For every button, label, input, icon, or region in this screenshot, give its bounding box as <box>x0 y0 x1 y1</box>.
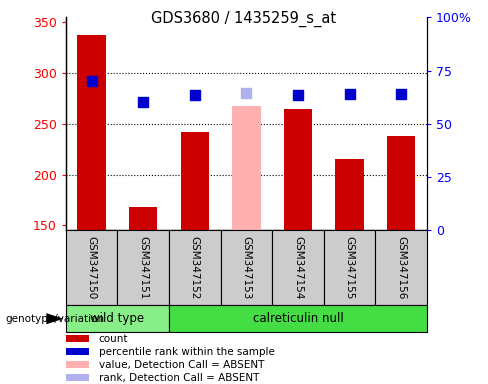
Bar <box>181 132 209 230</box>
Bar <box>169 230 221 305</box>
Bar <box>66 335 89 342</box>
Point <box>191 93 199 99</box>
Point <box>243 90 250 96</box>
Text: GSM347151: GSM347151 <box>138 237 148 300</box>
Bar <box>66 230 118 305</box>
Bar <box>129 207 158 230</box>
Text: GSM347152: GSM347152 <box>190 237 200 300</box>
Bar <box>284 109 312 230</box>
Bar <box>232 106 261 230</box>
Bar <box>66 305 169 332</box>
Bar <box>66 374 89 381</box>
Bar <box>78 35 106 230</box>
Bar <box>118 230 169 305</box>
Text: calreticulin null: calreticulin null <box>253 312 344 325</box>
Text: rank, Detection Call = ABSENT: rank, Detection Call = ABSENT <box>99 372 259 382</box>
Text: wild type: wild type <box>90 312 144 325</box>
Bar <box>221 230 272 305</box>
Text: GDS3680 / 1435259_s_at: GDS3680 / 1435259_s_at <box>151 11 337 27</box>
Bar <box>387 136 415 230</box>
Bar <box>66 361 89 368</box>
Text: genotype/variation: genotype/variation <box>5 314 104 324</box>
Bar <box>169 305 427 332</box>
Text: GSM347154: GSM347154 <box>293 237 303 300</box>
Bar <box>375 230 427 305</box>
Point <box>346 91 353 98</box>
Point <box>294 93 302 99</box>
Bar <box>66 348 89 355</box>
Bar <box>335 159 364 230</box>
Text: count: count <box>99 334 128 344</box>
Bar <box>324 230 375 305</box>
Text: GSM347150: GSM347150 <box>87 237 97 300</box>
Text: GSM347153: GSM347153 <box>242 237 251 300</box>
Point <box>397 91 405 98</box>
Bar <box>272 230 324 305</box>
Text: percentile rank within the sample: percentile rank within the sample <box>99 347 275 357</box>
Point <box>140 98 147 104</box>
Point <box>88 78 96 84</box>
Polygon shape <box>46 313 63 324</box>
Text: GSM347156: GSM347156 <box>396 237 406 300</box>
Text: value, Detection Call = ABSENT: value, Detection Call = ABSENT <box>99 359 264 369</box>
Text: GSM347155: GSM347155 <box>345 237 355 300</box>
